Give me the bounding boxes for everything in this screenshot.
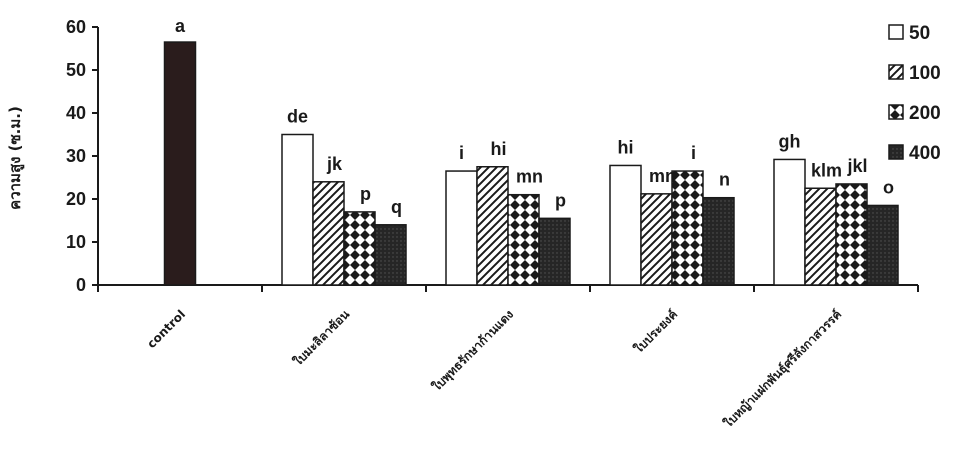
bar-series-400 — [866, 204, 899, 286]
y-tick-label: 40 — [66, 103, 86, 123]
legend: 50 100 200 400 — [888, 23, 941, 164]
legend-swatch — [888, 24, 904, 40]
category-label: ใบมะลิลาซ้อน — [290, 306, 353, 369]
y-tick-label: 10 — [66, 232, 86, 252]
bar-series-50 — [773, 158, 806, 286]
bar-letter-label: p — [360, 184, 371, 204]
y-tick-label: 30 — [66, 146, 86, 166]
bar-series-200 — [835, 183, 868, 286]
bar-series-100 — [640, 193, 673, 286]
bar-letter-label: mn — [516, 167, 543, 187]
bar-letter-label: klm — [811, 160, 842, 180]
legend-swatch — [888, 104, 904, 120]
bar-series-50 — [445, 170, 478, 286]
legend-swatch — [888, 144, 904, 160]
category-labels: control ใบมะลิลาซ้อน ใบพุทธรักษาก้านแดง ใบป… — [144, 306, 844, 431]
bar-letter-label: p — [555, 190, 566, 210]
bars — [163, 41, 899, 286]
bar-series-100 — [804, 187, 837, 286]
bar-series-50 — [281, 133, 314, 286]
bar-letter-label: a — [175, 16, 186, 36]
bar-series-400 — [538, 217, 571, 286]
bar-series-100 — [476, 166, 509, 286]
legend-label: 50 — [909, 23, 930, 44]
y-tick-label: 50 — [66, 60, 86, 80]
legend-label: 100 — [909, 63, 941, 84]
category-label: control — [144, 307, 188, 351]
bar-series-200 — [343, 211, 376, 286]
axes: 0 10 20 30 40 50 60 — [66, 17, 919, 295]
bar-series-200 — [507, 193, 540, 286]
category-label: ใบประยงค์ — [631, 307, 680, 356]
bar-letter-label: jk — [326, 154, 343, 174]
y-tick-label: 60 — [66, 17, 86, 37]
bar-letter-label: jkl — [846, 156, 867, 176]
category-label: ใบพุทธรักษาก้านแดง — [429, 306, 517, 394]
bar-series-100 — [312, 181, 345, 286]
bar-letter-label: hi — [618, 137, 634, 157]
y-tick-label: 20 — [66, 189, 86, 209]
y-axis-label: ความสูง (ซ.ม.) — [6, 106, 25, 210]
y-tick-label: 0 — [76, 275, 86, 295]
bar-control — [163, 41, 197, 286]
legend-swatch — [888, 64, 904, 80]
bar-letter-label: mn — [649, 166, 676, 186]
bar-letter-label: hi — [491, 139, 507, 159]
bar-series-400 — [374, 224, 407, 286]
bar-letter-label: n — [719, 170, 730, 190]
bar-letter-label: q — [391, 197, 402, 217]
legend-label: 400 — [909, 143, 941, 164]
category-label: ใบหญ้าแฝกพันธุ์ศรีลังกาสวรรค์ — [720, 307, 845, 432]
bar-letter-label: de — [287, 107, 308, 127]
bar-series-400 — [702, 196, 735, 286]
bar-letter-label: i — [691, 143, 696, 163]
bar-series-50 — [609, 164, 642, 286]
bar-letter-label: o — [883, 177, 894, 197]
bar-series-200 — [671, 170, 704, 286]
legend-label: 200 — [909, 103, 941, 124]
bar-letter-label: i — [459, 143, 464, 163]
bar-letter-label: gh — [779, 131, 801, 151]
